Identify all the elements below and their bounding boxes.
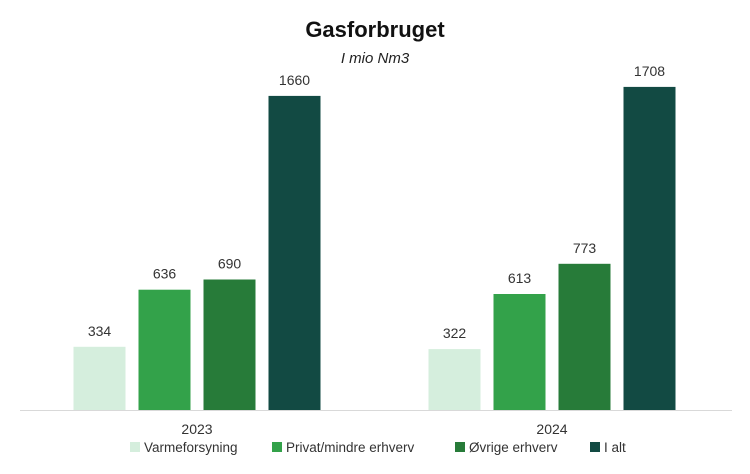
data-label-2023-series-1: 636 [153,266,177,282]
bar-2023-series-1 [138,289,191,410]
chart-subtitle: I mio Nm3 [341,50,410,67]
bar-2023-series-3 [268,95,321,411]
bar-2024-series-2 [558,263,611,410]
data-label-2024-series-3: 1708 [634,63,665,79]
data-labels-group: 334 636 690 1660 322 613 773 1708 [88,63,665,341]
x-tick-labels: 2023 2024 [181,421,567,437]
bar-2024-series-0 [428,349,481,410]
data-label-2024-series-2: 773 [573,240,597,256]
legend-swatch-0 [130,442,140,452]
bars-group [73,86,676,411]
x-tick-label-2023: 2023 [181,421,212,437]
data-label-2023-series-0: 334 [88,323,112,339]
legend-label-2: Øvrige erhverv [469,440,558,455]
x-tick-label-2024: 2024 [536,421,567,437]
bar-2023-series-0 [73,346,126,410]
bar-2024-series-1 [493,294,546,410]
bar-2024-series-3 [623,86,676,411]
bar-2023-series-2 [203,279,256,410]
data-label-2024-series-0: 322 [443,325,467,341]
data-label-2024-series-1: 613 [508,270,532,286]
legend-swatch-3 [590,442,600,452]
data-label-2023-series-3: 1660 [279,72,310,88]
legend-swatch-1 [272,442,282,452]
chart-title: Gasforbruget [305,17,445,42]
legend-label-1: Privat/mindre erhverv [286,440,415,455]
legend-label-3: I alt [604,440,626,455]
legend-label-0: Varmeforsyning [144,440,238,455]
legend-swatch-2 [455,442,465,452]
legend: Varmeforsyning Privat/mindre erhverv Øvrig… [130,440,626,455]
data-label-2023-series-2: 690 [218,256,242,272]
